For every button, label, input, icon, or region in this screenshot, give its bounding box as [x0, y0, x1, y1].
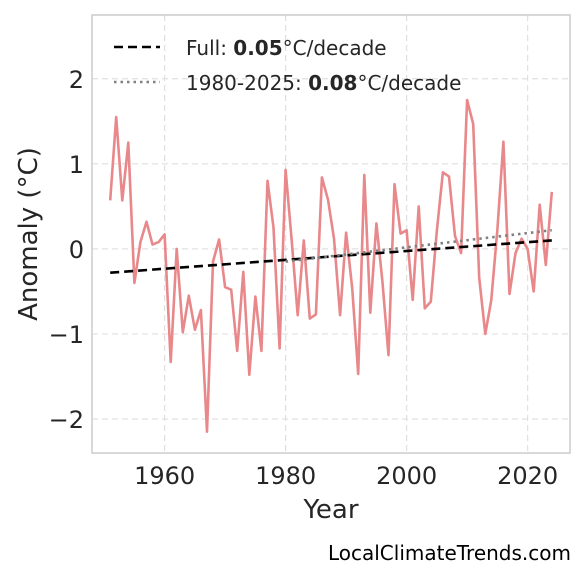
legend-label-recent-trend: 1980-2025: 0.08°C/decade — [186, 71, 461, 95]
y-tick-labels: −2 −1 0 1 2 — [49, 66, 84, 434]
x-tick-label: 2020 — [497, 462, 558, 490]
recent-trend-line — [285, 228, 552, 263]
x-tick-label: 2000 — [376, 462, 437, 490]
site-credit: LocalClimateTrends.com — [328, 541, 571, 565]
plot-frame — [91, 14, 571, 454]
x-tick-labels: 1960 1980 2000 2020 — [134, 462, 558, 490]
anomaly-series-line — [108, 98, 554, 434]
y-axis-title: Anomaly (°C) — [14, 147, 44, 321]
y-tick-label: −2 — [49, 406, 84, 434]
x-tick-label: 1960 — [134, 462, 195, 490]
series-layer — [108, 98, 554, 434]
legend-label-full-trend: Full: 0.05°C/decade — [186, 36, 387, 60]
grid — [92, 15, 570, 453]
legend: Full: 0.05°C/decade 1980-2025: 0.08°C/de… — [114, 36, 461, 95]
y-tick-label: −1 — [49, 321, 84, 349]
y-tick-label: 0 — [69, 236, 84, 264]
y-tick-label: 2 — [69, 66, 84, 94]
full-trend-line — [110, 239, 552, 274]
x-axis-title: Year — [302, 495, 358, 525]
x-tick-label: 1980 — [255, 462, 316, 490]
y-tick-label: 1 — [69, 151, 84, 179]
